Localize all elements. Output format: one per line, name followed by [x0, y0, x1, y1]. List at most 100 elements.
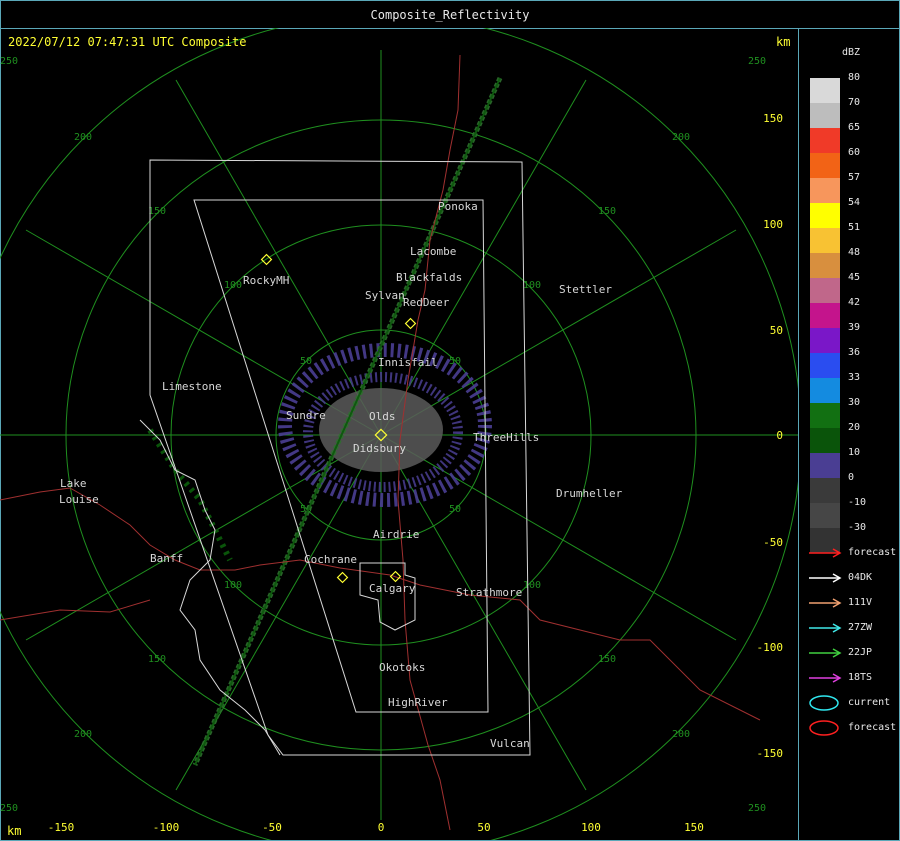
radar-map[interactable]: 50 50 50 50 100 100 100 100 150 150 150 …: [0, 28, 798, 840]
dbz-label: 57: [848, 172, 861, 183]
ring-label: 200: [74, 729, 92, 740]
dbz-label: 80: [848, 72, 861, 83]
dbz-swatch: [810, 328, 840, 353]
ring-label: 100: [224, 580, 242, 591]
dbz-swatch: [810, 153, 840, 178]
x-axis-ticks: -150 -100 -50 0 50 100 150: [48, 821, 704, 834]
place-didsbury: Didsbury: [353, 442, 406, 455]
ring-label: 150: [598, 654, 616, 665]
dbz-swatch: [810, 78, 840, 103]
unit-label-top: km: [776, 35, 791, 49]
site-marker: [336, 571, 349, 584]
dbz-label: 39: [848, 322, 861, 333]
track-label: 111V: [848, 597, 873, 608]
ring-label: 150: [148, 654, 166, 665]
x-tick-label: 0: [378, 821, 385, 834]
x-tick-label: 150: [684, 821, 704, 834]
ring-label: 250: [0, 803, 18, 814]
place-lake: Lake: [60, 477, 87, 490]
dbz-swatch: [810, 253, 840, 278]
track-arrow-icon: [809, 598, 842, 608]
site-markers: [260, 253, 417, 584]
dbz-label: 51: [848, 222, 861, 233]
place-reddeer: RedDeer: [403, 296, 450, 309]
track-arrow-icon: [809, 673, 842, 683]
place-strathmore: Strathmore: [456, 586, 522, 599]
sun-spike-echo-core: [194, 77, 501, 766]
y-tick-label: -150: [757, 747, 784, 760]
y-tick-label: -100: [757, 641, 784, 654]
x-tick-label: 100: [581, 821, 601, 834]
place-okotoks: Okotoks: [379, 661, 425, 674]
ring-label: 250: [748, 56, 766, 67]
y-tick-label: 150: [763, 112, 783, 125]
ring-label: 50: [449, 356, 461, 367]
area-label: forecast: [848, 722, 897, 733]
ring-label: 100: [523, 580, 541, 591]
dbz-label: 45: [848, 272, 861, 283]
y-tick-label: 0: [776, 429, 783, 442]
site-marker: [404, 317, 417, 330]
dbz-swatch: [810, 503, 840, 528]
dbz-label: 48: [848, 247, 861, 258]
dbz-swatch: [810, 103, 840, 128]
place-blackfalds: Blackfalds: [396, 271, 462, 284]
place-louise: Louise: [59, 493, 99, 506]
unit-label-bottom: km: [7, 824, 22, 838]
ring-label: 200: [672, 729, 690, 740]
ring-label: 150: [598, 206, 616, 217]
x-tick-label: -150: [48, 821, 75, 834]
place-lacombe: Lacombe: [410, 245, 456, 258]
dbz-label: 10: [848, 447, 861, 458]
ring-label: 200: [672, 132, 690, 143]
place-threehills: ThreeHills: [473, 431, 539, 444]
place-cochrane: Cochrane: [304, 553, 357, 566]
ring-label: 100: [523, 280, 541, 291]
track-label: 22JP: [848, 647, 873, 658]
dbz-label: 36: [848, 347, 861, 358]
dbz-swatch: [810, 303, 840, 328]
dbz-swatch: [810, 478, 840, 503]
site-marker: [260, 253, 273, 266]
place-innisfail: Innisfail: [378, 356, 438, 369]
dbz-label: 30: [848, 397, 861, 408]
domain-inner: [193, 199, 489, 713]
ring-label: 50: [449, 504, 461, 515]
place-stettler: Stettler: [559, 283, 612, 296]
dbz-swatch: [810, 278, 840, 303]
track-arrow-icon: [809, 548, 842, 558]
area-ellipse-icon: [809, 720, 839, 736]
ring-label: 250: [0, 56, 18, 67]
track-label: 18TS: [848, 672, 873, 683]
track-arrow-icon: [809, 573, 842, 583]
place-ponoka: Ponoka: [438, 200, 478, 213]
place-drumheller: Drumheller: [556, 487, 623, 500]
dbz-swatch: [810, 428, 840, 453]
dbz-label: 60: [848, 147, 861, 158]
y-tick-label: -50: [763, 536, 783, 549]
ring-label: 50: [300, 356, 312, 367]
x-tick-label: 50: [477, 821, 490, 834]
dbz-label: 42: [848, 297, 861, 308]
ring-label: 200: [74, 132, 92, 143]
place-vulcan: Vulcan: [490, 737, 530, 750]
x-tick-label: -100: [153, 821, 180, 834]
low-echo-inner: [303, 372, 463, 492]
dbz-swatch: [810, 378, 840, 403]
dbz-label: 70: [848, 97, 861, 108]
title-bar: Composite_Reflectivity: [0, 0, 900, 29]
scan-timestamp: 2022/07/12 07:47:31 UTC Composite: [8, 35, 247, 49]
track-arrow-icon: [809, 623, 842, 633]
dbz-swatch: [810, 203, 840, 228]
dbz-label: 33: [848, 372, 861, 383]
place-banff: Banff: [150, 552, 183, 565]
calgary-outline: [359, 562, 416, 631]
place-labels: Ponoka Lacombe Blackfalds Sylvan RedDeer…: [59, 200, 623, 750]
area-label: current: [848, 697, 891, 708]
ring-label: 100: [224, 280, 242, 291]
dbz-swatch: [810, 128, 840, 153]
park-boundary: [139, 419, 281, 756]
dbz-label: -10: [848, 497, 867, 508]
place-limestone: Limestone: [162, 380, 222, 393]
track-arrow-icon: [809, 648, 842, 658]
